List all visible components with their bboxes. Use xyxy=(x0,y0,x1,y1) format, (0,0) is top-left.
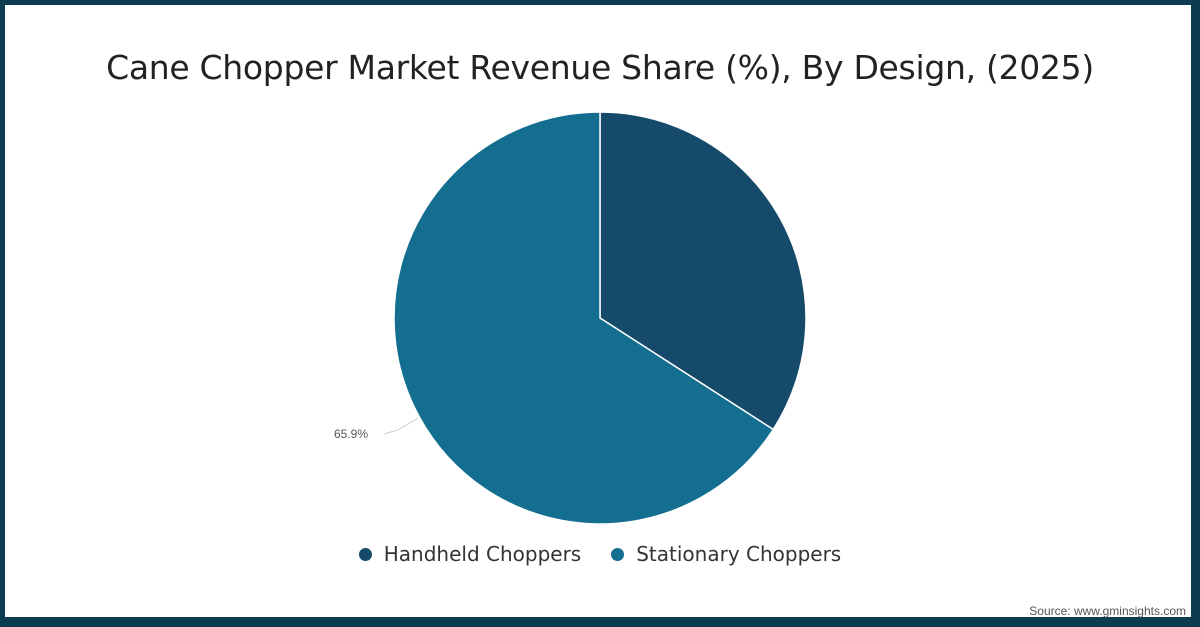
pie-slice-handheld-choppers[interactable] xyxy=(599,111,807,431)
data-label-stationary: 65.9% xyxy=(334,427,369,441)
legend-dot-icon xyxy=(358,547,372,561)
legend-item-handheld[interactable]: Handheld Choppers xyxy=(358,542,582,566)
chart-title: Cane Chopper Market Revenue Share (%), B… xyxy=(106,48,1094,87)
legend: Handheld Choppers Stationary Choppers xyxy=(0,542,1200,566)
legend-item-stationary[interactable]: Stationary Choppers xyxy=(611,542,841,566)
pie-slice-stationary-choppers[interactable] xyxy=(393,111,775,525)
legend-label: Stationary Choppers xyxy=(636,542,842,566)
legend-dot-icon xyxy=(611,547,625,561)
legend-label: Handheld Choppers xyxy=(383,542,582,566)
source-note: Source: www.gminsights.com xyxy=(1029,604,1186,618)
leader-line xyxy=(383,417,419,435)
